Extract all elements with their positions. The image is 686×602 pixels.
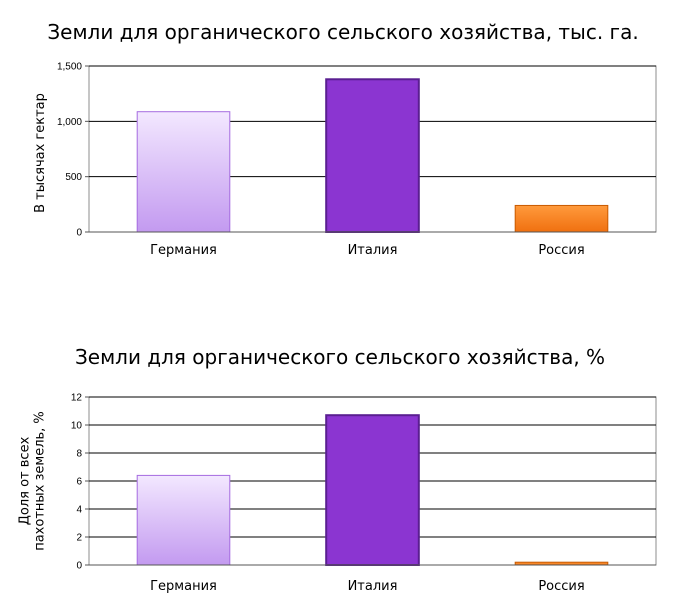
chart-2-bar-1	[136, 474, 231, 566]
chart-2-category-label: Германия	[150, 579, 217, 594]
chart-1-bar-3	[514, 204, 609, 233]
chart-2-ytick-label: 6	[76, 477, 82, 488]
chart-2-ytick-label: 8	[76, 449, 82, 460]
chart-2-ytick-label: 2	[76, 533, 82, 544]
chart-1-category-label: Германия	[150, 243, 217, 258]
chart-2-category-label: Россия	[538, 579, 584, 594]
chart-1-title: Земли для органического сельского хозяйс…	[47, 20, 639, 44]
chart-1-category-label: Италия	[348, 243, 398, 258]
chart-2-bar-2	[325, 414, 420, 567]
chart-2-title: Земли для органического сельского хозяйс…	[74, 345, 606, 369]
chart-1-bar-2	[325, 78, 420, 233]
chart-2-ylabel-line: пахотных земель, %	[33, 411, 48, 551]
chart-2-ytick-label: 4	[76, 505, 82, 516]
chart-1-ytick-label: 1,500	[57, 62, 82, 73]
chart-1-ytick-label: 500	[65, 172, 82, 183]
chart-2-ytick-label: 0	[76, 561, 82, 572]
chart-2-category-label: Италия	[348, 579, 398, 594]
chart-2-ytick-label: 10	[71, 421, 83, 432]
chart-1-category-label: Россия	[538, 243, 584, 258]
chart-1-ylabel-line: В тысячах гектар	[33, 93, 48, 213]
chart-2-ytick-label: 12	[71, 393, 83, 404]
chart-1-ytick-label: 0	[76, 228, 82, 239]
chart-1-bar-1	[136, 111, 231, 233]
chart-1-ytick-label: 1,000	[57, 117, 82, 128]
chart-2-ylabel-line: Доля от всех	[18, 436, 33, 525]
